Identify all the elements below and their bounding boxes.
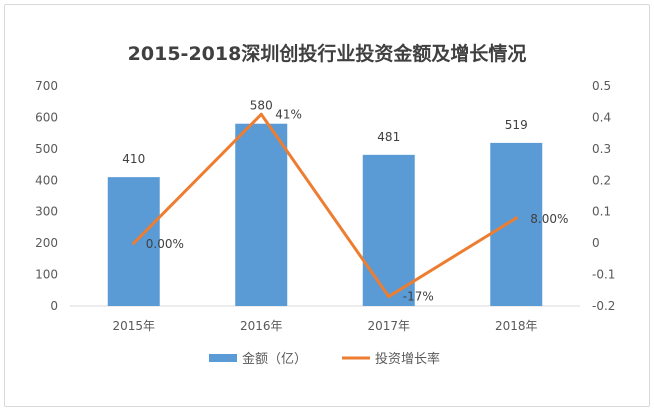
y-left-tick-label: 200 xyxy=(35,236,58,250)
y-right-tick-label: -0.1 xyxy=(592,268,615,282)
line-point xyxy=(132,241,136,245)
legend-label-line: 投资增长率 xyxy=(375,351,440,367)
x-tick-label: 2017年 xyxy=(367,319,410,333)
data-labels: 410 580 481 519 0.00% 41% -17% 8.00% xyxy=(122,99,568,304)
y-right-tick-label: 0.3 xyxy=(592,142,611,156)
legend-swatch-bar xyxy=(209,354,237,362)
line-value-label: 8.00% xyxy=(530,212,568,226)
bar-value-label: 481 xyxy=(377,130,400,144)
y-left-tick-label: 300 xyxy=(35,205,58,219)
x-tick-label: 2015年 xyxy=(112,319,155,333)
y-left-tick-label: 100 xyxy=(35,268,58,282)
bar-series xyxy=(107,123,543,306)
line-series xyxy=(132,112,518,299)
legend-label-bar: 金额（亿） xyxy=(242,351,307,367)
bar xyxy=(235,123,288,306)
legend: 金额（亿） 投资增长率 xyxy=(209,351,440,367)
y-right-tick-label: 0.2 xyxy=(592,173,611,187)
bar-value-label: 519 xyxy=(505,118,528,132)
bar-value-label: 580 xyxy=(250,99,273,113)
y-right-tick-label: 0.1 xyxy=(592,205,611,219)
y-right-tick-label: 0.5 xyxy=(592,79,611,93)
bar-value-label: 410 xyxy=(122,152,145,166)
bar xyxy=(362,154,415,306)
y-left-tick-label: 500 xyxy=(35,142,58,156)
y-right-tick-label: 0.4 xyxy=(592,110,611,124)
growth-line xyxy=(132,112,518,299)
bar xyxy=(490,142,543,306)
y-left-tick-label: 0 xyxy=(50,299,58,313)
y-right-tick-label: 0 xyxy=(592,236,600,250)
line-point xyxy=(259,112,263,116)
line-point xyxy=(387,295,391,299)
y-right-tick-label: -0.2 xyxy=(592,299,615,313)
y-left-tick-label: 600 xyxy=(35,110,58,124)
x-tick-label: 2016年 xyxy=(240,319,283,333)
chart-title: 2015-2018深圳创投行业投资金额及增长情况 xyxy=(128,42,527,65)
line-value-label: 0.00% xyxy=(146,237,184,251)
line-value-label: -17% xyxy=(403,290,434,304)
line-value-label: 41% xyxy=(275,107,302,121)
x-tick-label: 2018年 xyxy=(495,319,538,333)
line-point xyxy=(514,216,518,220)
y-left-tick-label: 400 xyxy=(35,173,58,187)
y-left-tick-label: 700 xyxy=(35,79,58,93)
